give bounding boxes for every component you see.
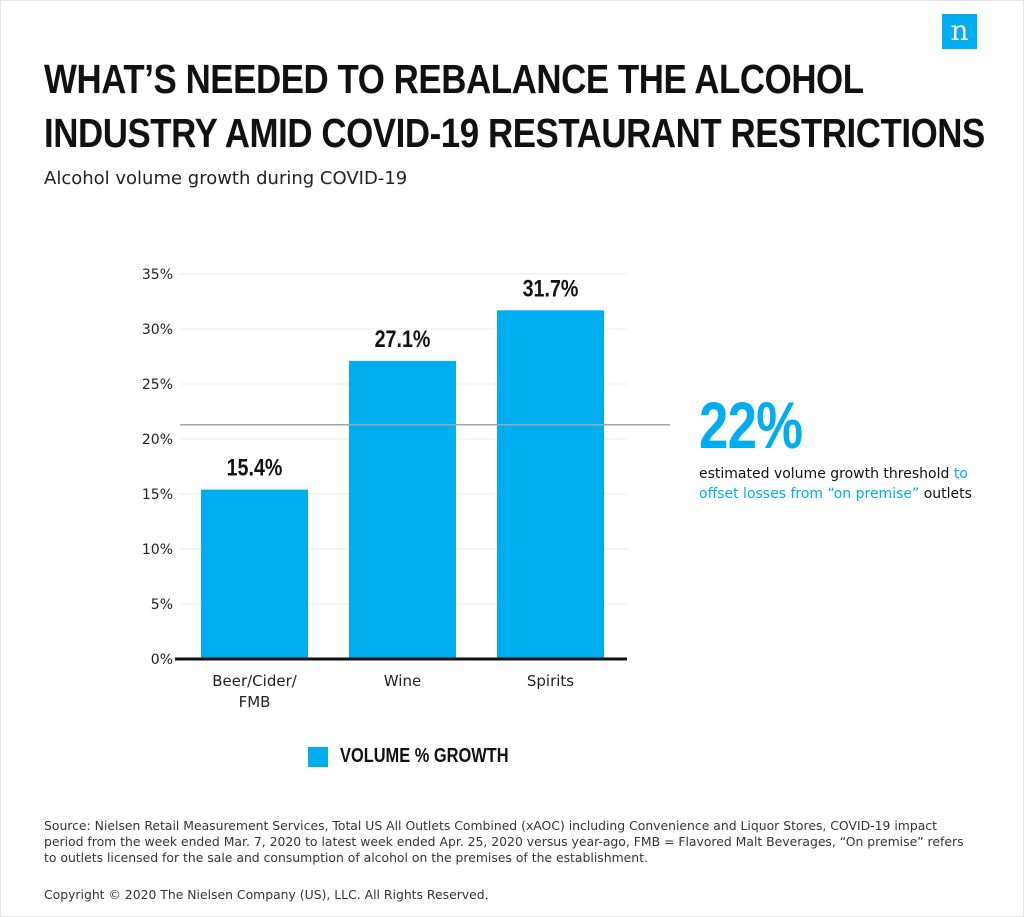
threshold-value: 22% bbox=[699, 388, 803, 462]
y-tick-label: 15% bbox=[142, 487, 173, 503]
y-tick-label: 0% bbox=[151, 652, 173, 668]
data-label: 15.4% bbox=[227, 454, 283, 481]
threshold-text-1: estimated volume growth threshold bbox=[699, 466, 954, 482]
data-label: 31.7% bbox=[523, 274, 579, 301]
x-tick-label: Wine bbox=[384, 672, 421, 690]
x-tick-label: FMB bbox=[239, 693, 271, 711]
x-tick-label: Spirits bbox=[527, 672, 574, 690]
threshold-description: estimated volume growth threshold to off… bbox=[699, 464, 999, 504]
nielsen-logo: n bbox=[942, 14, 977, 49]
y-tick-label: 35% bbox=[142, 267, 173, 283]
bar bbox=[201, 489, 308, 659]
y-tick-label: 20% bbox=[142, 432, 173, 448]
x-tick-label: Beer/Cider/ bbox=[212, 672, 298, 690]
y-tick-label: 10% bbox=[142, 542, 173, 558]
threshold-annotation: 22% estimated volume growth threshold to… bbox=[699, 392, 999, 504]
title-line-1: What’s needed to rebalance the alcohol bbox=[44, 56, 864, 102]
data-label: 27.1% bbox=[375, 325, 431, 352]
chart-subtitle: Alcohol volume growth during COVID-19 bbox=[44, 168, 408, 189]
source-note: Source: Nielsen Retail Measurement Servi… bbox=[44, 818, 964, 865]
copyright: Copyright © 2020 The Nielsen Company (US… bbox=[44, 887, 489, 902]
y-tick-label: 25% bbox=[142, 377, 173, 393]
bar bbox=[497, 310, 604, 659]
legend-swatch bbox=[308, 746, 328, 767]
page-title: What’s needed to rebalance the alcohol i… bbox=[44, 52, 985, 160]
y-tick-label: 5% bbox=[151, 597, 173, 613]
threshold-text-2: outlets bbox=[919, 486, 972, 502]
y-tick-label: 30% bbox=[142, 322, 173, 338]
bar bbox=[349, 360, 456, 659]
threshold-text-highlight: to offset losses from “on premise” bbox=[699, 466, 968, 502]
legend-label: VOLUME % GROWTH bbox=[340, 745, 509, 767]
chart-legend: VOLUME % GROWTH bbox=[308, 745, 546, 768]
title-line-2: industry amid COVID-19 restaurant restri… bbox=[44, 110, 985, 156]
